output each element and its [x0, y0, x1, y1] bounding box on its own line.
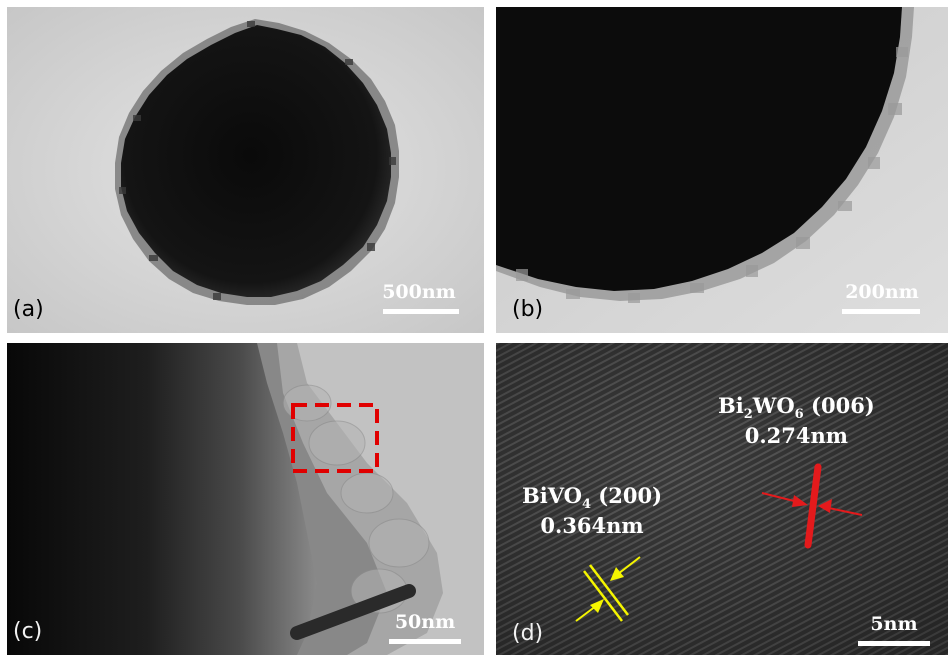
bi2wo6-annotation: Bi2WO6 (006) 0.274nm: [718, 393, 875, 448]
scale-bar-a: [383, 309, 459, 314]
bi2wo6-fringe-marker: [761, 463, 863, 549]
panel-label-d: (d): [512, 621, 544, 646]
bi2wo6-spacing: 0.274nm: [744, 422, 848, 448]
hrtem-image-d: [496, 343, 948, 655]
sphere-image-a: [7, 7, 484, 333]
scale-bar-label-d: 5nm: [870, 613, 918, 635]
scale-bar-label-b: 200nm: [845, 281, 919, 303]
scale-bar-c: [389, 639, 461, 644]
selection-box: [291, 403, 379, 473]
scale-bar-label-a: 500nm: [382, 281, 456, 303]
bivo4-fringe-marker: [575, 556, 641, 622]
panel-label-b: (b): [512, 297, 544, 322]
scale-bar-label-c: 50nm: [394, 611, 456, 633]
bi2wo6-formula: Bi2WO6 (006): [718, 393, 875, 423]
tem-panel-d: Bi2WO6 (006) 0.274nm BiVO4 (200) 0.364nm…: [496, 343, 948, 655]
edge-crystals-image-c: [7, 343, 484, 655]
bivo4-formula: BiVO4 (200): [522, 483, 663, 513]
panel-label-c: (c): [13, 619, 43, 644]
sphere-edge-image-b: [496, 7, 948, 333]
scale-bar-d: [858, 641, 930, 646]
tem-panel-c: (c) 50nm: [7, 343, 484, 655]
bivo4-annotation: BiVO4 (200) 0.364nm: [522, 483, 662, 538]
bivo4-spacing: 0.364nm: [540, 512, 644, 538]
tem-panel-a: (a) 500nm: [7, 7, 484, 333]
tem-panel-b: (b) 200nm: [496, 7, 948, 333]
panel-label-a: (a): [13, 297, 44, 322]
scale-bar-b: [842, 309, 920, 314]
